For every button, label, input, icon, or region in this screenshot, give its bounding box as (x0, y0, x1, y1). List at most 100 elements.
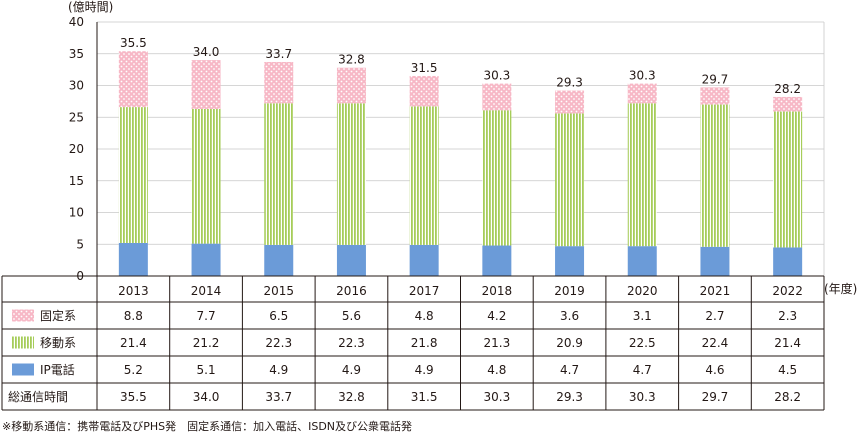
legend-swatch (12, 309, 34, 322)
bar-segment-ip-phone (191, 243, 221, 276)
table-cell-value: 4.5 (778, 363, 797, 377)
total-data-label: 33.7 (265, 47, 292, 61)
table-cell-value: 6.5 (269, 309, 288, 323)
bar-segment-ip-phone (264, 244, 294, 276)
table-cell-value: 33.7 (265, 390, 292, 404)
legend-swatch (12, 363, 34, 376)
x-tick-label: 2014 (191, 284, 222, 298)
total-data-label: 35.5 (120, 36, 147, 50)
table-cell-value: 4.9 (415, 363, 434, 377)
footnote: ※移動系通信：携帯電話及びPHS発 固定系通信：加入電話、ISDN及び公衆電話発 (2, 420, 413, 433)
bar-segment-mobile (700, 104, 730, 247)
x-tick-label: 2019 (554, 284, 585, 298)
table-cell-value: 4.2 (487, 309, 506, 323)
bar-segment-ip-phone (409, 244, 439, 276)
total-data-label: 29.7 (702, 72, 729, 86)
table-cell-value: 32.8 (338, 390, 365, 404)
total-data-label: 28.2 (774, 82, 801, 96)
table-cell-value: 31.5 (411, 390, 438, 404)
bar-segment-ip-phone (482, 245, 512, 276)
bar-segment-fixed (700, 87, 730, 105)
bar-segment-mobile (482, 110, 512, 246)
table-cell-value: 3.6 (560, 309, 579, 323)
table-cell-value: 22.5 (629, 336, 656, 350)
table-cell-value: 3.1 (633, 309, 652, 323)
bar-segment-fixed (118, 51, 148, 108)
total-data-label: 31.5 (411, 61, 438, 75)
y-tick-label: 20 (69, 142, 84, 156)
bar-segment-mobile (264, 103, 294, 245)
table-cell-value: 21.3 (483, 336, 510, 350)
table-cell-value: 4.9 (342, 363, 361, 377)
y-tick-label: 5 (76, 237, 84, 251)
bar-segment-ip-phone (555, 246, 585, 276)
bar-segment-mobile (555, 113, 585, 247)
x-tick-label: 2018 (482, 284, 513, 298)
y-tick-label: 35 (69, 47, 84, 61)
y-tick-label: 25 (69, 110, 84, 124)
bar-segment-ip-phone (700, 246, 730, 276)
table-cell-value: 4.7 (560, 363, 579, 377)
x-tick-label: 2016 (336, 284, 367, 298)
total-data-label: 30.3 (483, 69, 510, 83)
table-cell-value: 4.6 (705, 363, 724, 377)
table-cell-value: 21.4 (120, 336, 147, 350)
bar-segment-fixed (627, 83, 657, 104)
table-cell-value: 22.4 (702, 336, 729, 350)
bar-segment-fixed (336, 67, 366, 104)
y-axis-label: (億時間) (68, 0, 113, 14)
table-cell-value: 22.3 (265, 336, 292, 350)
table-cell-value: 29.3 (556, 390, 583, 404)
x-tick-label: 2020 (627, 284, 658, 298)
x-tick-label: 2013 (118, 284, 149, 298)
x-tick-label: 2022 (772, 284, 803, 298)
bar-segment-fixed (191, 60, 221, 109)
bar-segment-mobile (627, 103, 657, 247)
bar-segment-fixed (555, 90, 585, 114)
table-cell-value: 35.5 (120, 390, 147, 404)
total-data-label: 32.8 (338, 53, 365, 67)
table-cell-value: 30.3 (629, 390, 656, 404)
legend-label: 移動系 (40, 336, 76, 350)
table-cell-value: 2.3 (778, 309, 797, 323)
table-cell-value: 5.2 (124, 363, 143, 377)
bar-segment-ip-phone (118, 242, 148, 276)
y-tick-label: 40 (69, 15, 84, 29)
bar-segment-mobile (118, 107, 148, 243)
bar-segment-fixed (409, 75, 439, 107)
table-cell-value: 4.7 (633, 363, 652, 377)
bar-segment-fixed (773, 96, 803, 112)
bar-segment-mobile (191, 108, 221, 244)
bars: 35.5 34.0 33.7 32.8 31.5 30.3 29.3 30.3 29.7 28.2 (118, 36, 803, 276)
legend-swatch (12, 336, 34, 349)
bar-segment-fixed (264, 62, 294, 104)
table-cell-value: 2.7 (705, 309, 724, 323)
table-cell-value: 34.0 (193, 390, 220, 404)
total-data-label: 29.3 (556, 76, 583, 90)
table-cell-value: 4.9 (269, 363, 288, 377)
bar-segment-ip-phone (773, 247, 803, 276)
y-tick-label: 10 (69, 206, 84, 220)
bar-segment-ip-phone (336, 244, 366, 276)
table-cell-value: 8.8 (124, 309, 143, 323)
table-cell-value: 30.3 (483, 390, 510, 404)
bar-segment-mobile (336, 103, 366, 245)
table-cell-value: 22.3 (338, 336, 365, 350)
y-tick-label: 15 (69, 174, 84, 188)
y-tick-label: 30 (69, 79, 84, 93)
x-tick-label: 2017 (409, 284, 440, 298)
table-cell-value: 7.7 (197, 309, 216, 323)
data-table: 2013 2014 2015 2016 2017 2018 2019 2020 2021 2022… (1, 275, 825, 411)
table-cell-value: 21.8 (411, 336, 438, 350)
table-cell-value: 21.4 (774, 336, 801, 350)
x-tick-label: 2021 (700, 284, 731, 298)
table-cell-value: 4.8 (415, 309, 434, 323)
bar-segment-mobile (773, 111, 803, 248)
legend-label: 総通信時間 (8, 390, 68, 404)
legend-label: IP電話 (40, 362, 75, 377)
table-cell-value: 5.6 (342, 309, 361, 323)
table-cell-value: 5.1 (197, 363, 216, 377)
table-cell-value: 4.8 (487, 363, 506, 377)
table-cell-value: 29.7 (702, 390, 729, 404)
